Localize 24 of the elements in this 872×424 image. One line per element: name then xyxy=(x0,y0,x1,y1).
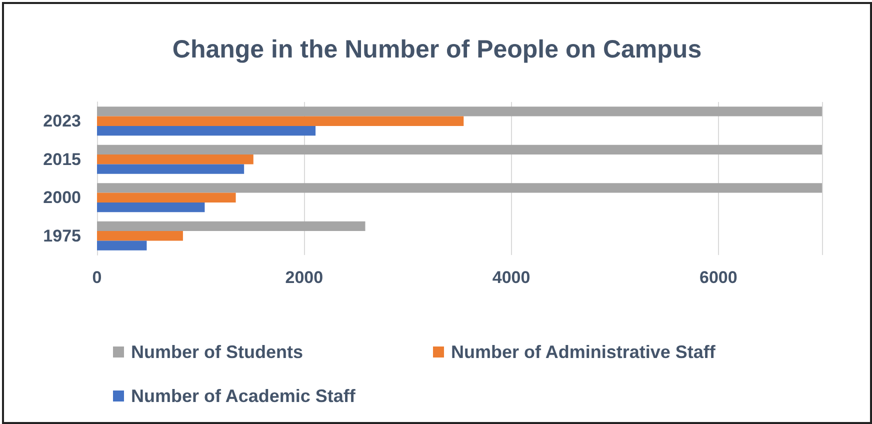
x-tick-label: 6000 xyxy=(700,268,738,287)
legend-label: Number of Academic Staff xyxy=(131,386,356,406)
y-tick-label: 2023 xyxy=(43,112,81,131)
legend-label: Number of Students xyxy=(131,342,304,362)
x-tick-label: 0 xyxy=(92,268,102,287)
legend-label: Number of Administrative Staff xyxy=(451,342,716,362)
bar xyxy=(97,202,205,212)
bar xyxy=(97,164,244,174)
y-tick-label: 1975 xyxy=(43,226,81,246)
bar xyxy=(97,154,254,164)
x-tick-label: 2000 xyxy=(285,268,324,287)
bar xyxy=(97,231,183,241)
bar xyxy=(97,106,822,116)
y-tick-label: 2000 xyxy=(43,188,81,208)
x-tick-label: 4000 xyxy=(492,268,530,287)
bar xyxy=(97,192,236,202)
bar xyxy=(97,116,464,126)
bar xyxy=(97,144,822,155)
chart-title: Change in the Number of People on Campus xyxy=(172,36,702,64)
bar xyxy=(97,183,822,193)
bar xyxy=(97,240,147,250)
y-tick-label: 2015 xyxy=(43,150,81,169)
bar xyxy=(97,126,316,136)
bar xyxy=(97,221,366,232)
